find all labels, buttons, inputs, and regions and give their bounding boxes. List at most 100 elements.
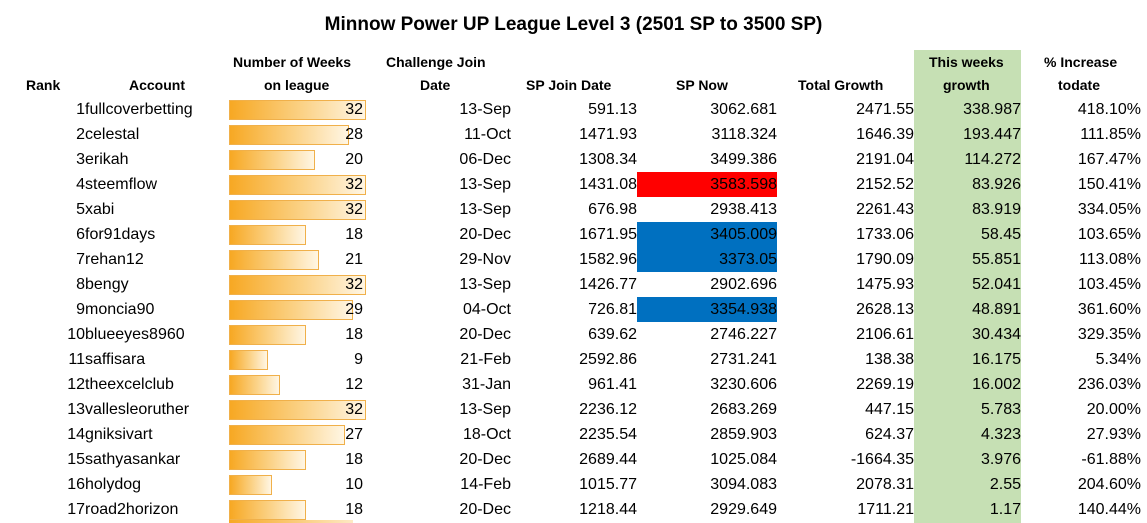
weeks-cell[interactable]: 32 (229, 272, 367, 297)
sp-join-cell[interactable]: 1582.96 (579, 251, 637, 268)
sp-join-cell[interactable]: 2236.12 (579, 401, 637, 418)
header-account[interactable]: Account (129, 77, 185, 93)
rank-cell[interactable]: 7 (76, 251, 85, 268)
total-growth-cell[interactable]: 2261.43 (856, 201, 914, 218)
sp-join-cell[interactable]: 1308.34 (579, 151, 637, 168)
join-date-cell[interactable]: 20-Dec (459, 451, 511, 468)
total-growth-cell[interactable]: 1646.39 (856, 126, 914, 143)
sp-join-cell[interactable]: 1015.77 (579, 476, 637, 493)
week-growth-cell[interactable]: 55.851 (972, 251, 1021, 268)
join-date-cell[interactable]: 31-Jan (462, 376, 511, 393)
header-sp-now[interactable]: SP Now (676, 77, 728, 93)
sp-now-cell[interactable]: 1025.084 (710, 451, 777, 468)
rank-cell[interactable]: 5 (76, 201, 85, 218)
join-date-cell[interactable]: 21-Feb (460, 351, 511, 368)
weeks-cell[interactable]: 21 (229, 247, 367, 272)
rank-cell[interactable]: 11 (68, 351, 85, 368)
sp-join-cell[interactable]: 591.13 (588, 101, 637, 118)
join-date-cell[interactable]: 18-Oct (462, 426, 511, 443)
increase-cell[interactable]: 113.08% (1079, 251, 1141, 268)
total-growth-cell[interactable]: 1711.21 (857, 501, 914, 518)
header-weeks-line1[interactable]: Number of Weeks (233, 54, 351, 70)
increase-cell[interactable]: 236.03% (1077, 376, 1141, 393)
account-cell[interactable]: moncia90 (85, 301, 155, 318)
sp-now-cell[interactable]: 2938.413 (710, 201, 777, 218)
header-join-line1[interactable]: Challenge Join (386, 54, 486, 70)
weeks-cell[interactable]: 18 (229, 497, 367, 522)
sp-now-cell[interactable]: 3373.05 (637, 247, 777, 272)
sp-join-cell[interactable]: 726.81 (588, 301, 637, 318)
join-date-cell[interactable]: 13-Sep (459, 176, 511, 193)
rank-cell[interactable]: 15 (67, 451, 85, 468)
increase-cell[interactable]: 329.35% (1077, 326, 1141, 343)
total-growth-cell[interactable]: 2628.13 (856, 301, 914, 318)
week-growth-cell[interactable]: 52.041 (972, 276, 1021, 293)
sp-now-cell[interactable]: 2683.269 (710, 401, 777, 418)
increase-cell[interactable]: 140.44% (1077, 501, 1141, 518)
total-growth-cell[interactable]: 2191.04 (856, 151, 914, 168)
total-growth-cell[interactable]: 1733.06 (856, 226, 914, 243)
rank-cell[interactable]: 14 (67, 426, 85, 443)
header-weeks-line2[interactable]: on league (264, 77, 330, 93)
rank-cell[interactable]: 2 (76, 126, 85, 143)
week-growth-cell[interactable]: 114.272 (964, 151, 1021, 168)
account-cell[interactable]: gniksivart (85, 426, 153, 443)
sp-join-cell[interactable]: 961.41 (588, 376, 637, 393)
sp-now-cell[interactable]: 2746.227 (710, 326, 777, 343)
account-cell[interactable]: vallesleoruther (85, 401, 190, 418)
increase-cell[interactable]: 167.47% (1077, 151, 1141, 168)
increase-cell[interactable]: 20.00% (1086, 401, 1141, 418)
sp-now-cell[interactable]: 3118.324 (711, 126, 777, 143)
rank-cell[interactable]: 12 (67, 376, 85, 393)
increase-cell[interactable]: -61.88% (1081, 451, 1141, 468)
weeks-cell[interactable]: 18 (229, 322, 367, 347)
increase-cell[interactable]: 103.45% (1077, 276, 1141, 293)
account-cell[interactable]: celestal (85, 126, 140, 143)
weeks-cell[interactable]: 32 (229, 97, 367, 122)
sp-join-cell[interactable]: 2592.86 (579, 351, 637, 368)
sp-join-cell[interactable]: 2235.54 (579, 426, 637, 443)
total-growth-cell[interactable]: 2106.61 (856, 326, 914, 343)
weeks-cell[interactable]: 29 (229, 297, 367, 322)
rank-cell[interactable]: 3 (76, 151, 85, 168)
week-growth-cell[interactable]: 193.447 (963, 126, 1021, 143)
total-growth-cell[interactable]: 2269.19 (856, 376, 914, 393)
sp-now-cell[interactable]: 3499.386 (710, 151, 777, 168)
join-date-cell[interactable]: 06-Dec (459, 151, 511, 168)
increase-cell[interactable]: 418.10% (1077, 101, 1141, 118)
sp-now-cell[interactable]: 3230.606 (710, 376, 777, 393)
week-growth-cell[interactable]: 2.55 (989, 476, 1021, 493)
account-cell[interactable]: holydog (85, 476, 142, 493)
join-date-cell[interactable]: 11-Oct (464, 126, 511, 143)
total-growth-cell[interactable]: 2078.31 (856, 476, 914, 493)
increase-cell[interactable]: 27.93% (1086, 426, 1141, 443)
total-growth-cell[interactable]: 624.37 (865, 426, 914, 443)
week-growth-cell[interactable]: 48.891 (972, 301, 1021, 318)
rank-cell[interactable]: 4 (76, 176, 85, 193)
account-cell[interactable]: theexcelclub (85, 376, 174, 393)
join-date-cell[interactable]: 13-Sep (459, 201, 511, 218)
weeks-cell[interactable]: 28 (229, 122, 367, 147)
header-increase-line2[interactable]: todate (1058, 77, 1100, 93)
account-cell[interactable]: for91days (85, 226, 156, 243)
rank-cell[interactable]: 9 (76, 301, 85, 318)
join-date-cell[interactable]: 20-Dec (459, 326, 511, 343)
weeks-cell[interactable]: 20 (229, 147, 367, 172)
total-growth-cell[interactable]: -1664.35 (850, 451, 914, 468)
weeks-cell[interactable]: 27 (229, 422, 367, 447)
total-growth-cell[interactable]: 447.15 (865, 401, 914, 418)
sp-join-cell[interactable]: 1431.08 (579, 176, 637, 193)
sp-now-cell[interactable]: 3094.083 (710, 476, 777, 493)
week-growth-cell[interactable]: 58.45 (980, 226, 1021, 243)
total-growth-cell[interactable]: 1790.09 (856, 251, 914, 268)
weeks-cell[interactable]: 10 (229, 472, 367, 497)
header-week-growth-line2[interactable]: growth (943, 77, 990, 93)
sp-join-cell[interactable]: 1426.77 (579, 276, 637, 293)
week-growth-cell[interactable]: 16.175 (972, 351, 1021, 368)
week-growth-cell[interactable]: 1.17 (989, 501, 1021, 518)
increase-cell[interactable]: 111.85% (1080, 126, 1141, 143)
increase-cell[interactable]: 334.05% (1077, 201, 1141, 218)
join-date-cell[interactable]: 04-Oct (462, 301, 511, 318)
join-date-cell[interactable]: 14-Feb (460, 476, 511, 493)
account-cell[interactable]: blueeyes8960 (85, 326, 185, 343)
